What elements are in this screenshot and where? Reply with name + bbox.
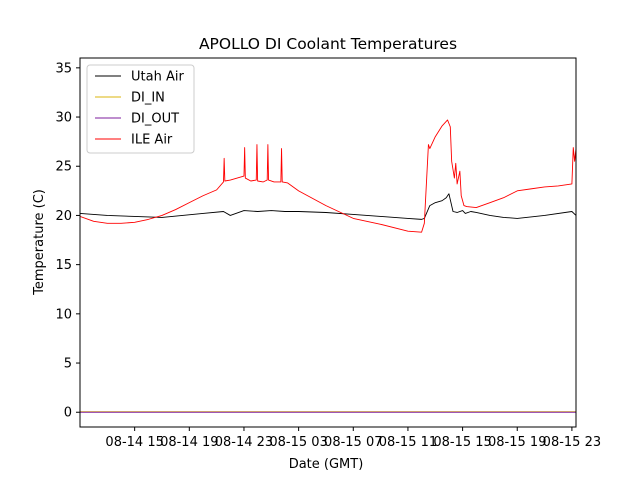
- legend-entry-label: Utah Air: [131, 70, 184, 85]
- legend: Utah Air DI_IN DI_OUT ILE Air: [86, 64, 195, 154]
- x-tick-label: 08-15 15: [433, 435, 491, 450]
- x-tick-label: 08-14 19: [160, 435, 218, 450]
- legend-entry-label: DI_IN: [131, 91, 165, 106]
- y-tick-label: 5: [64, 357, 72, 372]
- series-line-ile-air: [80, 119, 576, 233]
- x-axis-label: Date (GMT): [289, 457, 364, 472]
- axes-frame: [79, 57, 577, 428]
- y-tick-label: 30: [55, 111, 72, 126]
- x-tick-label: 08-15 07: [324, 435, 382, 450]
- legend-entry-label: ILE Air: [131, 133, 173, 148]
- y-tick-label: 20: [55, 209, 72, 224]
- x-tick-label: 08-15 19: [488, 435, 546, 450]
- x-tick-label: 08-15 23: [543, 435, 601, 450]
- x-tick-label: 08-15 11: [379, 435, 437, 450]
- x-tick-label: 08-15 03: [269, 435, 327, 450]
- x-tick-label: 08-14 15: [105, 435, 163, 450]
- chart-title: APOLLO DI Coolant Temperatures: [199, 35, 457, 53]
- y-tick-label: 10: [55, 307, 72, 322]
- legend-box: [86, 64, 195, 154]
- y-tick-label: 25: [55, 160, 72, 175]
- series-group: [80, 119, 576, 413]
- y-axis-label: Temperature (C): [32, 189, 47, 296]
- y-tick-label: 0: [64, 406, 72, 421]
- y-tick-label: 35: [55, 61, 72, 76]
- y-tick-label: 15: [55, 258, 72, 273]
- series-line-utah-air: [80, 193, 576, 220]
- legend-entry-label: DI_OUT: [131, 112, 179, 127]
- x-tick-label: 08-14 23: [215, 435, 273, 450]
